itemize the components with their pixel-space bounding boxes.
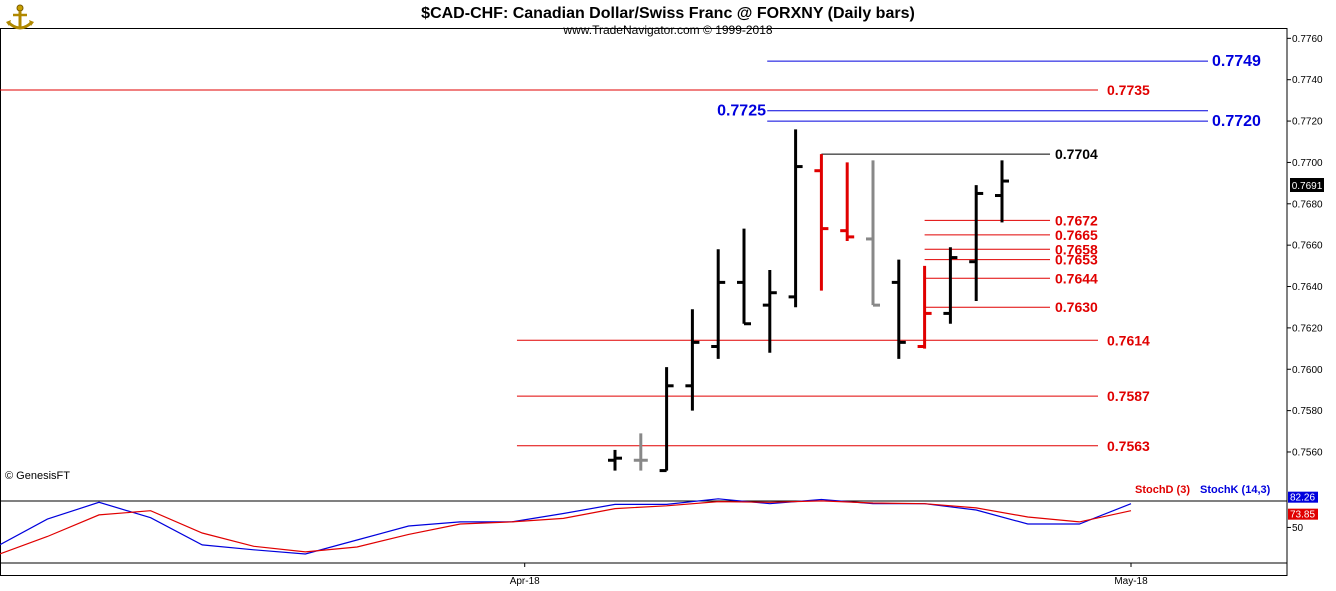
- x-tick-label: May-18: [1114, 576, 1148, 587]
- level-label: 0.7735: [1107, 82, 1150, 98]
- level-label: 0.7749: [1212, 53, 1261, 70]
- level-label: 0.7665: [1055, 227, 1098, 243]
- stoch-tick-label: 50: [1292, 523, 1304, 534]
- level-label: 0.7644: [1055, 270, 1098, 286]
- level-label: 0.7704: [1055, 146, 1098, 162]
- level-label: 0.7630: [1055, 299, 1098, 315]
- stochd-value: 73.85: [1290, 510, 1315, 521]
- stochk-tag: [1288, 491, 1318, 503]
- last-price-label: 0.7691: [1292, 181, 1323, 192]
- last-price-tag: 0.7691: [1290, 178, 1324, 192]
- level-label: 0.7658: [1055, 241, 1098, 257]
- level-label: 0.7725: [717, 103, 766, 120]
- y-tick-label: 0.7680: [1292, 199, 1323, 210]
- level-label: 0.7653: [1055, 252, 1098, 268]
- y-tick-label: 0.7760: [1292, 34, 1323, 45]
- plot-border: [0, 28, 1288, 576]
- y-tick-label: 0.7740: [1292, 75, 1323, 86]
- stochastic-panel: 50 82.26 73.85: [0, 491, 1318, 555]
- y-tick-label: 0.7600: [1292, 365, 1323, 376]
- stochd-tag: [1288, 508, 1318, 520]
- y-tick-label: 0.7700: [1292, 158, 1323, 169]
- x-tick-label: Apr-18: [510, 576, 540, 587]
- y-tick-label: 0.7620: [1292, 323, 1323, 334]
- legend-stochd: StochD (3): [1135, 484, 1190, 496]
- y-tick-label: 0.7560: [1292, 447, 1323, 458]
- legend-stochk: StochK (14,3): [1200, 484, 1271, 496]
- level-label: 0.7614: [1107, 332, 1150, 348]
- y-tick-label: 0.7660: [1292, 241, 1323, 252]
- stochk-value: 82.26: [1290, 493, 1315, 504]
- price-axis: 0.7560 0.7580 0.7600 0.7620 0.7640 0.7660 0.76…: [1287, 34, 1323, 458]
- bars-layer: [608, 129, 1009, 473]
- y-tick-label: 0.7580: [1292, 406, 1323, 417]
- y-tick-label: 0.7640: [1292, 282, 1323, 293]
- level-label: 0.7672: [1055, 212, 1098, 228]
- date-axis: Apr-18 May-18: [510, 563, 1148, 587]
- y-tick-label: 0.7720: [1292, 117, 1323, 128]
- credit-label: © GenesisFT: [5, 470, 70, 482]
- chart-title: $CAD-CHF: Canadian Dollar/Swiss Franc @ …: [421, 5, 915, 22]
- anchor-logo-icon: [6, 4, 34, 30]
- chart-frame: [0, 28, 1288, 576]
- level-label: 0.7563: [1107, 438, 1150, 454]
- level-label: 0.7720: [1212, 113, 1261, 130]
- levels-layer: 0.77490.77350.77250.77200.77040.76720.76…: [0, 53, 1261, 454]
- level-label: 0.7587: [1107, 388, 1150, 404]
- stoch-line: [0, 500, 1132, 555]
- chart-subtitle: www.TradeNavigator.com © 1999-2018: [562, 23, 772, 37]
